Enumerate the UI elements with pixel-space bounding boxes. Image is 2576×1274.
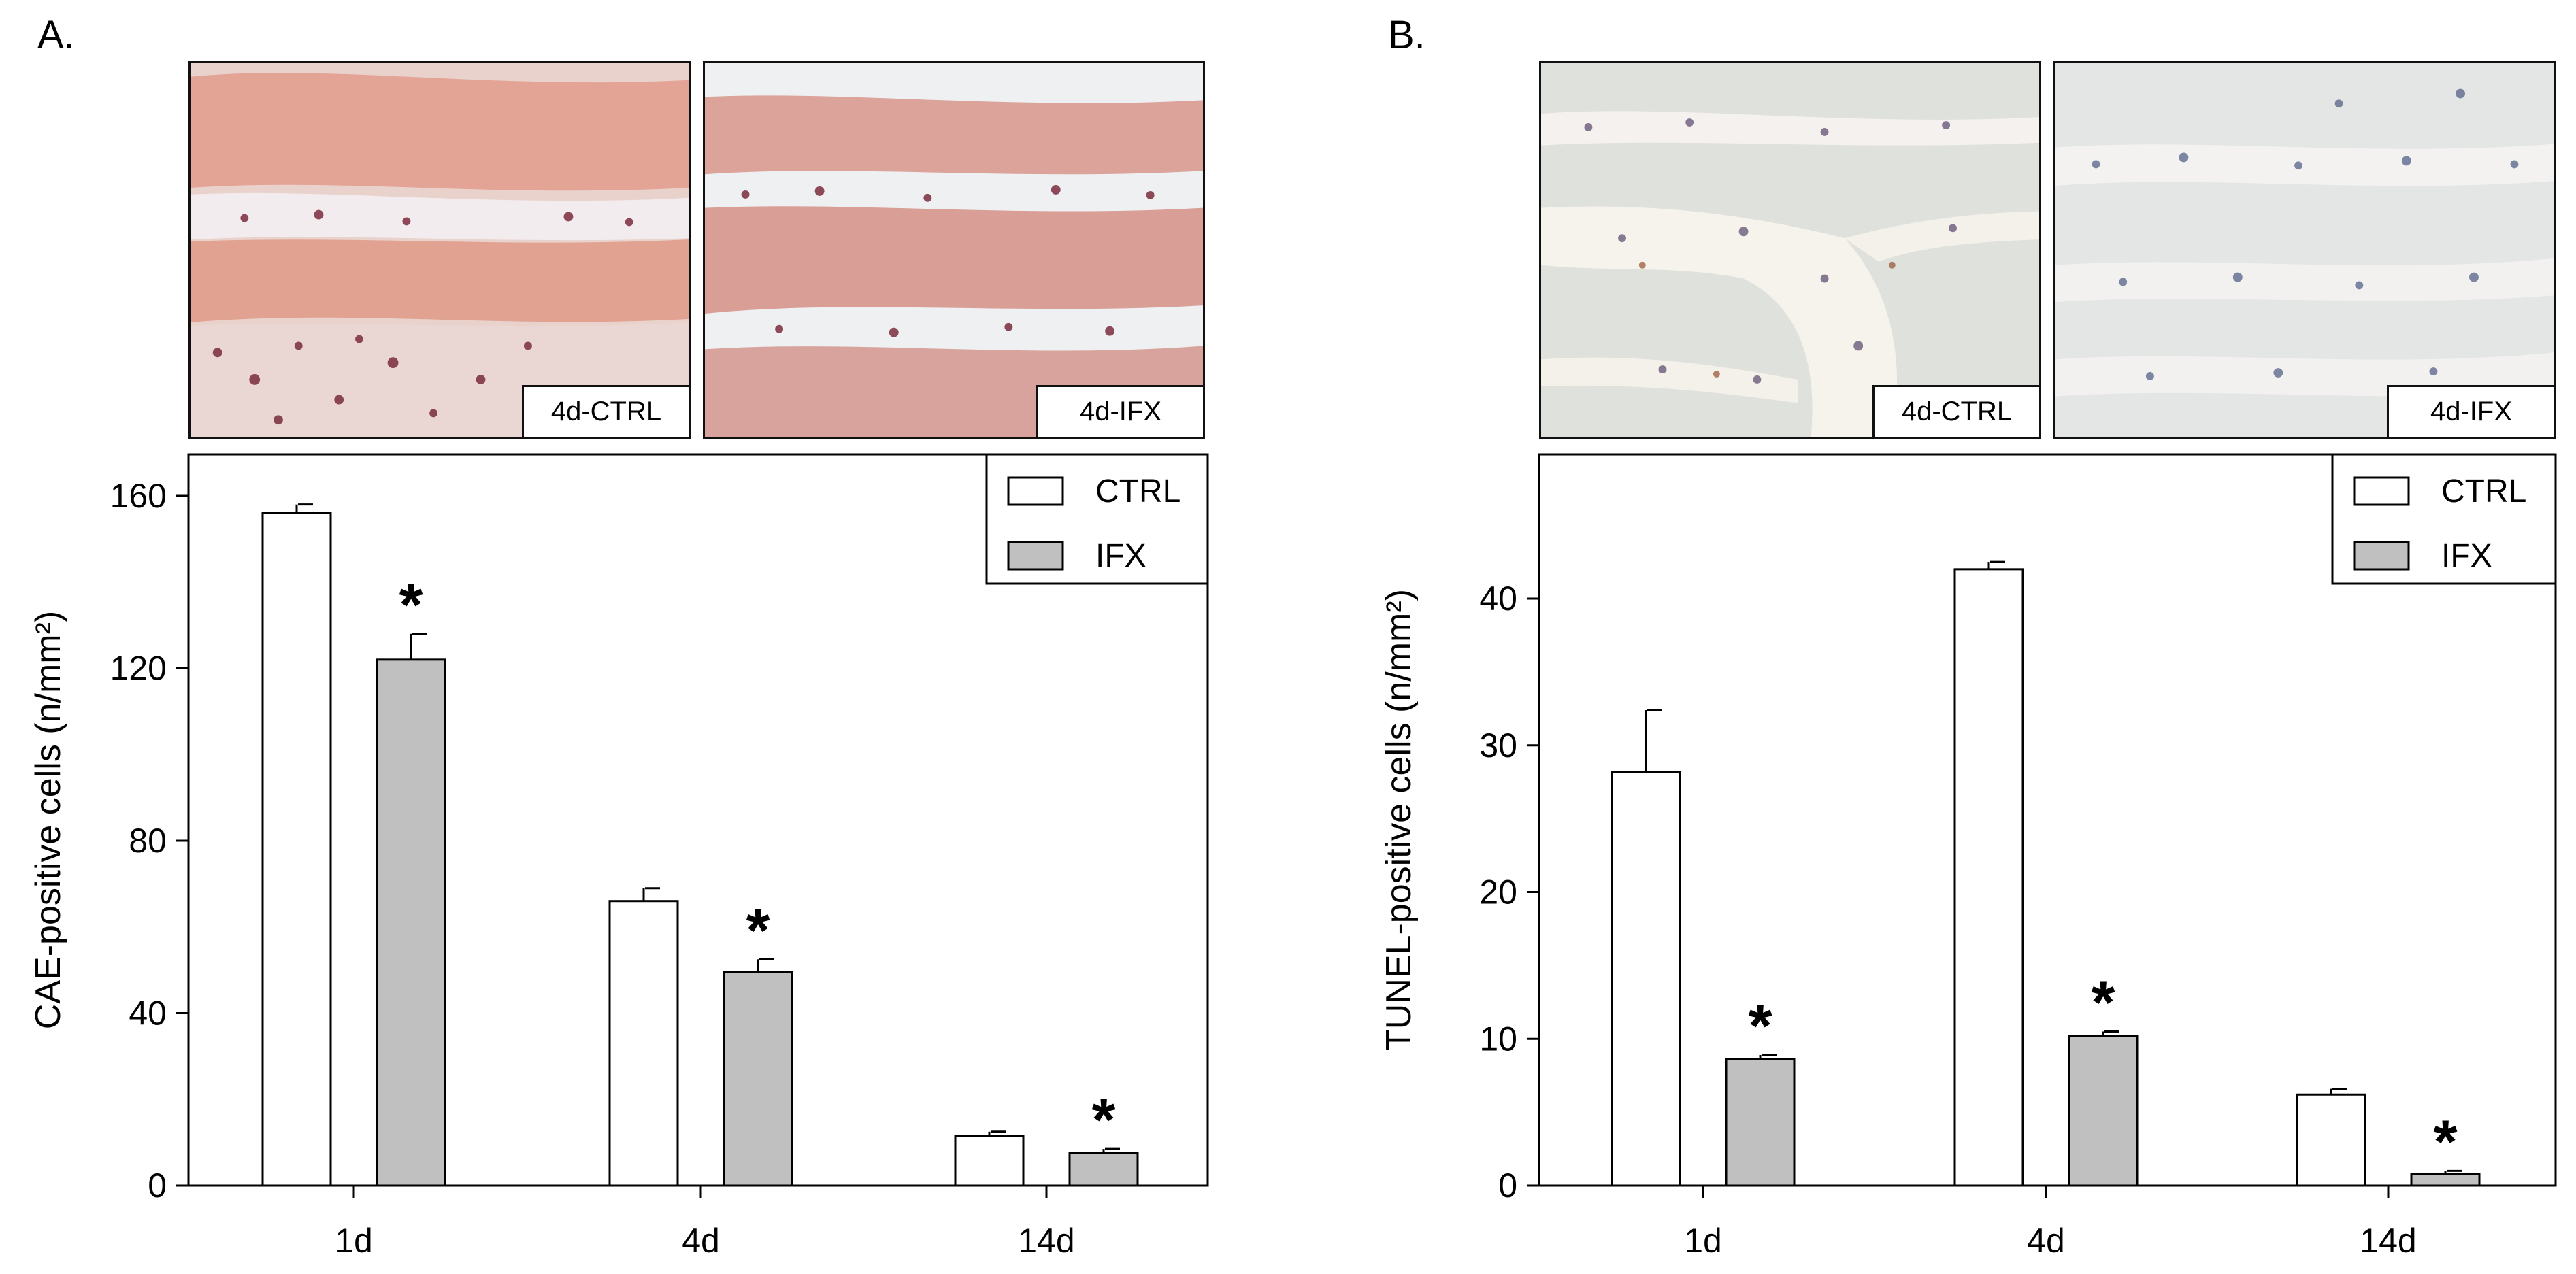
chart-a-bar-ctrl — [261, 512, 332, 1187]
chart-a-legend-label-ctrl: CTRL — [1095, 473, 1180, 509]
chart-a-bar-ifx — [723, 971, 793, 1187]
chart-b-ytick-label: 20 — [1479, 873, 1517, 911]
chart-b-ylabel: TUNEL-positive cells (n/mm²) — [1379, 589, 1419, 1051]
chart-a-ylabel: CAE-positive cells (n/mm²) — [29, 611, 68, 1029]
chart-a-ytick-label: 0 — [148, 1167, 167, 1205]
chart-b-ytick-label: 40 — [1479, 580, 1517, 618]
chart-a-cae: 0 40 80 120 160 CAE-positive cells (n/mm²) 1d 4… — [29, 453, 1209, 1260]
chart-b-legend-swatch-ctrl — [2353, 476, 2410, 506]
chart-b-ytick-label: 30 — [1479, 726, 1517, 765]
chart-a-plot-frame — [187, 453, 1209, 1187]
chart-b-category-label: 14d — [2360, 1222, 2416, 1260]
chart-b-bar-ctrl — [2296, 1093, 2366, 1187]
chart-a-category-label: 1d — [335, 1222, 373, 1260]
chart-a-bar-ctrl — [954, 1135, 1025, 1187]
chart-a-bar-ctrl — [608, 900, 679, 1187]
micrograph-b-ctrl-image — [1541, 63, 2039, 437]
chart-a-category-label: 14d — [1018, 1222, 1074, 1260]
chart-b-significance-mark: * — [2091, 969, 2115, 1037]
micrograph-b-ctrl: 4d-CTRL — [1539, 61, 2041, 439]
micrograph-b-ifx-image — [2055, 63, 2554, 437]
panel-label-a: A. — [37, 13, 75, 57]
chart-a-bar-ifx — [1068, 1152, 1139, 1187]
chart-b-significance-mark: * — [2433, 1108, 2457, 1176]
micrograph-b-ifx-label: 4d-IFX — [2387, 385, 2554, 437]
chart-a-significance-mark: * — [399, 571, 423, 639]
micrograph-a-ifx: 4d-IFX — [703, 61, 1205, 439]
micrograph-a-ctrl-label: 4d-CTRL — [522, 385, 689, 437]
chart-a-significance-mark: * — [746, 896, 770, 965]
chart-b-legend-label-ifx: IFX — [2441, 538, 2492, 574]
chart-a-bar-ifx — [376, 658, 446, 1187]
panel-label-b: B. — [1388, 13, 1425, 57]
chart-b-bar-ifx — [1725, 1058, 1796, 1187]
chart-a-ytick-label: 120 — [110, 650, 167, 688]
chart-a-ytick-label: 160 — [110, 477, 167, 515]
chart-b-bar-ctrl — [1953, 568, 2024, 1187]
chart-a-legend-label-ifx: IFX — [1095, 538, 1146, 574]
chart-b-category-label: 1d — [1684, 1222, 1722, 1260]
chart-b-legend-label-ctrl: CTRL — [2441, 473, 2526, 509]
chart-a-ytick-label: 40 — [129, 994, 167, 1033]
chart-a-category-label: 4d — [682, 1222, 720, 1260]
micrograph-b-ctrl-label: 4d-CTRL — [1872, 385, 2039, 437]
chart-a-significance-mark: * — [1091, 1086, 1115, 1154]
chart-b-bar-ctrl — [1611, 771, 1681, 1187]
chart-b-category-label: 4d — [2027, 1222, 2065, 1260]
micrograph-a-ifx-label: 4d-IFX — [1036, 385, 1203, 437]
chart-b-bar-ifx — [2410, 1173, 2481, 1187]
chart-b-significance-mark: * — [1748, 992, 1772, 1060]
micrograph-b-ifx: 4d-IFX — [2053, 61, 2556, 439]
chart-b-ytick-label: 0 — [1498, 1167, 1517, 1205]
micrograph-a-ctrl-image — [191, 63, 689, 437]
chart-b-plot-frame — [1538, 453, 2557, 1187]
chart-a-legend-swatch-ctrl — [1007, 476, 1064, 506]
chart-b-ytick-label: 10 — [1479, 1020, 1517, 1058]
chart-b-bar-ifx — [2068, 1035, 2139, 1187]
chart-b-legend-swatch-ifx — [2353, 541, 2410, 571]
chart-a-legend-swatch-ifx — [1007, 541, 1064, 571]
chart-a-ytick-label: 80 — [129, 822, 167, 860]
micrograph-a-ctrl: 4d-CTRL — [188, 61, 691, 439]
micrograph-a-ifx-image — [705, 63, 1203, 437]
